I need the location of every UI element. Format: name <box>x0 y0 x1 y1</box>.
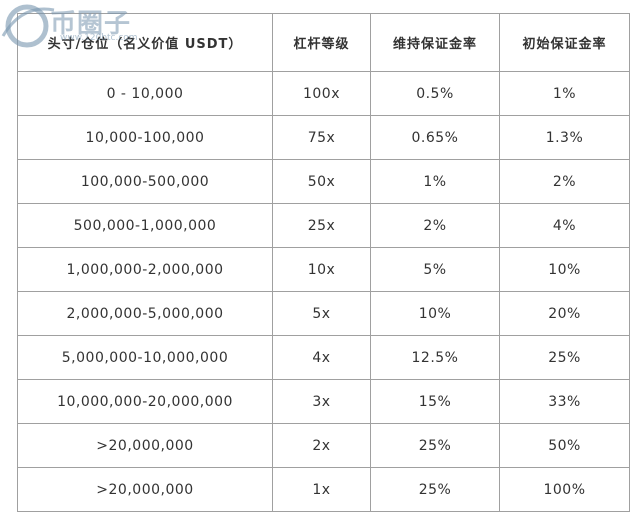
header-leverage-level: 杠杆等级 <box>272 13 371 72</box>
cell-leverage: 1x <box>272 467 371 512</box>
cell-leverage: 5x <box>272 291 371 336</box>
cell-position: 500,000-1,000,000 <box>17 203 273 248</box>
cell-maintenance-margin: 1% <box>370 159 500 204</box>
cell-position: 10,000,000-20,000,000 <box>17 379 273 424</box>
cell-leverage: 100x <box>272 71 371 116</box>
cell-leverage: 3x <box>272 379 371 424</box>
cell-initial-margin: 33% <box>499 379 630 424</box>
header-initial-margin-rate: 初始保证金率 <box>499 13 630 72</box>
cell-maintenance-margin: 5% <box>370 247 500 292</box>
table-row: 500,000-1,000,000 25x 2% 4% <box>17 203 630 248</box>
cell-initial-margin: 1% <box>499 71 630 116</box>
cell-initial-margin: 1.3% <box>499 115 630 160</box>
cell-leverage: 25x <box>272 203 371 248</box>
table-row: 1,000,000-2,000,000 10x 5% 10% <box>17 247 630 292</box>
cell-maintenance-margin: 0.5% <box>370 71 500 116</box>
cell-position: 2,000,000-5,000,000 <box>17 291 273 336</box>
cell-position: >20,000,000 <box>17 467 273 512</box>
cell-maintenance-margin: 10% <box>370 291 500 336</box>
cell-initial-margin: 2% <box>499 159 630 204</box>
table-row: 0 - 10,000 100x 0.5% 1% <box>17 71 630 116</box>
table-row: 5,000,000-10,000,000 4x 12.5% 25% <box>17 335 630 380</box>
cell-maintenance-margin: 25% <box>370 423 500 468</box>
cell-leverage: 2x <box>272 423 371 468</box>
cell-maintenance-margin: 25% <box>370 467 500 512</box>
cell-position: 5,000,000-10,000,000 <box>17 335 273 380</box>
cell-position: 1,000,000-2,000,000 <box>17 247 273 292</box>
cell-maintenance-margin: 2% <box>370 203 500 248</box>
cell-leverage: 75x <box>272 115 371 160</box>
cell-initial-margin: 4% <box>499 203 630 248</box>
header-position-notional: 头寸/仓位（名义价值 USDT） <box>17 13 273 72</box>
cell-maintenance-margin: 15% <box>370 379 500 424</box>
cell-leverage: 50x <box>272 159 371 204</box>
cell-position: 0 - 10,000 <box>17 71 273 116</box>
cell-position: >20,000,000 <box>17 423 273 468</box>
cell-initial-margin: 10% <box>499 247 630 292</box>
table-header-row: 头寸/仓位（名义价值 USDT） 杠杆等级 维持保证金率 初始保证金率 <box>17 13 630 72</box>
table-row: 2,000,000-5,000,000 5x 10% 20% <box>17 291 630 336</box>
header-maintenance-margin-rate: 维持保证金率 <box>370 13 500 72</box>
table-row: >20,000,000 2x 25% 50% <box>17 423 630 468</box>
cell-initial-margin: 25% <box>499 335 630 380</box>
table-row: 100,000-500,000 50x 1% 2% <box>17 159 630 204</box>
cell-initial-margin: 20% <box>499 291 630 336</box>
cell-position: 100,000-500,000 <box>17 159 273 204</box>
table-row: >20,000,000 1x 25% 100% <box>17 467 630 512</box>
cell-leverage: 10x <box>272 247 371 292</box>
table-row: 10,000-100,000 75x 0.65% 1.3% <box>17 115 630 160</box>
cell-maintenance-margin: 12.5% <box>370 335 500 380</box>
cell-position: 10,000-100,000 <box>17 115 273 160</box>
cell-maintenance-margin: 0.65% <box>370 115 500 160</box>
table-row: 10,000,000-20,000,000 3x 15% 33% <box>17 379 630 424</box>
cell-leverage: 4x <box>272 335 371 380</box>
leverage-tier-table: 头寸/仓位（名义价值 USDT） 杠杆等级 维持保证金率 初始保证金率 0 - … <box>17 13 630 512</box>
cell-initial-margin: 100% <box>499 467 630 512</box>
cell-initial-margin: 50% <box>499 423 630 468</box>
